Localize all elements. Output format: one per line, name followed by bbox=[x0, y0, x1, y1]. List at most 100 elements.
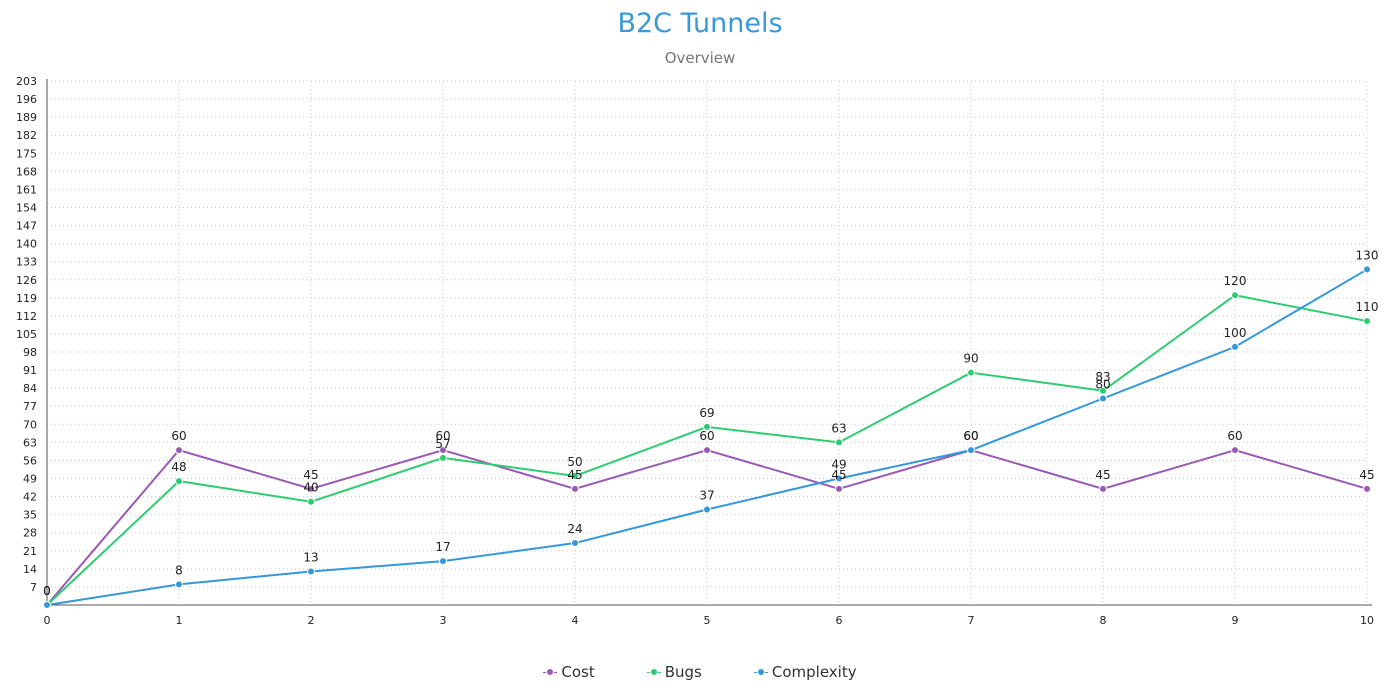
y-tick-label: 21 bbox=[23, 545, 37, 558]
data-point-bugs[interactable] bbox=[1231, 291, 1239, 300]
data-label-bugs: 48 bbox=[171, 460, 186, 474]
data-label-complexity: 49 bbox=[831, 458, 846, 472]
y-tick-label: 42 bbox=[23, 491, 37, 504]
data-point-bugs[interactable] bbox=[307, 497, 315, 506]
x-tick-label: 9 bbox=[1232, 614, 1239, 627]
data-point-cost[interactable] bbox=[1363, 484, 1371, 493]
data-point-cost[interactable] bbox=[307, 484, 315, 493]
legend-item-cost[interactable]: Cost bbox=[543, 663, 595, 681]
data-label-complexity: 0 bbox=[43, 584, 51, 598]
data-label-bugs: 0 bbox=[43, 584, 51, 598]
y-tick-label: 28 bbox=[23, 527, 37, 540]
data-point-cost[interactable] bbox=[175, 446, 183, 455]
y-tick-label: 203 bbox=[16, 75, 37, 88]
data-point-bugs[interactable] bbox=[835, 438, 843, 447]
data-point-complexity[interactable] bbox=[1363, 265, 1371, 274]
y-tick-label: 84 bbox=[23, 382, 37, 395]
data-label-cost: 60 bbox=[435, 429, 450, 443]
data-label-bugs: 120 bbox=[1224, 274, 1247, 288]
legend-item-complexity[interactable]: Complexity bbox=[753, 663, 857, 681]
data-label-cost: 60 bbox=[1227, 429, 1242, 443]
y-tick-label: 168 bbox=[16, 165, 37, 178]
chart-subtitle: Overview bbox=[664, 49, 736, 67]
data-point-bugs[interactable] bbox=[967, 368, 975, 377]
y-tick-label: 35 bbox=[23, 509, 37, 522]
x-tick-label: 8 bbox=[1100, 614, 1107, 627]
y-tick-label: 14 bbox=[23, 563, 37, 576]
chart-legend: Cost Bugs Complexity bbox=[0, 663, 1400, 681]
data-point-cost[interactable] bbox=[1231, 446, 1239, 455]
data-label-cost: 45 bbox=[567, 468, 582, 482]
data-label-complexity: 37 bbox=[699, 488, 714, 502]
data-point-complexity[interactable] bbox=[175, 580, 183, 589]
x-tick-label: 7 bbox=[968, 614, 975, 627]
data-label-cost: 45 bbox=[303, 468, 318, 482]
y-tick-label: 98 bbox=[23, 346, 37, 359]
data-label-bugs: 83 bbox=[1095, 370, 1110, 384]
data-label-bugs: 63 bbox=[831, 421, 846, 435]
y-tick-label: 196 bbox=[16, 93, 37, 106]
data-label-bugs: 40 bbox=[303, 481, 318, 495]
y-tick-label: 161 bbox=[16, 183, 37, 196]
data-point-bugs[interactable] bbox=[703, 422, 711, 431]
data-label-complexity: 130 bbox=[1356, 248, 1379, 262]
legend-label: Cost bbox=[561, 663, 595, 681]
y-tick-label: 77 bbox=[23, 400, 37, 413]
y-tick-label: 56 bbox=[23, 454, 37, 467]
chart-title: B2C Tunnels bbox=[617, 8, 783, 39]
legend-label: Bugs bbox=[664, 663, 702, 681]
y-tick-label: 182 bbox=[16, 129, 37, 142]
data-point-bugs[interactable] bbox=[175, 477, 183, 486]
data-point-bugs[interactable] bbox=[1363, 317, 1371, 326]
data-point-complexity[interactable] bbox=[439, 557, 447, 566]
data-label-complexity: 13 bbox=[303, 550, 318, 564]
y-tick-label: 7 bbox=[30, 581, 37, 594]
data-point-bugs[interactable] bbox=[1099, 386, 1107, 395]
data-point-cost[interactable] bbox=[439, 446, 447, 455]
data-point-complexity[interactable] bbox=[571, 539, 579, 548]
data-label-bugs: 90 bbox=[963, 352, 978, 366]
y-tick-label: 126 bbox=[16, 274, 37, 287]
legend-item-bugs[interactable]: Bugs bbox=[646, 663, 702, 681]
y-tick-label: 91 bbox=[23, 364, 37, 377]
data-point-cost[interactable] bbox=[835, 484, 843, 493]
x-tick-label: 0 bbox=[44, 614, 51, 627]
data-label-cost: 60 bbox=[171, 429, 186, 443]
data-label-complexity: 24 bbox=[567, 522, 582, 536]
y-tick-label: 189 bbox=[16, 111, 37, 124]
y-tick-label: 119 bbox=[16, 292, 37, 305]
data-label-bugs: 50 bbox=[567, 455, 582, 469]
data-point-complexity[interactable] bbox=[307, 567, 315, 576]
legend-label: Complexity bbox=[771, 663, 857, 681]
y-tick-label: 154 bbox=[16, 201, 37, 214]
data-point-complexity[interactable] bbox=[1099, 394, 1107, 403]
y-tick-label: 112 bbox=[16, 310, 37, 323]
data-label-cost: 0 bbox=[43, 584, 51, 598]
data-point-complexity[interactable] bbox=[835, 474, 843, 483]
x-tick-label: 5 bbox=[704, 614, 711, 627]
data-label-cost: 60 bbox=[699, 429, 714, 443]
data-point-complexity[interactable] bbox=[43, 601, 51, 609]
data-point-bugs[interactable] bbox=[571, 471, 579, 480]
data-point-bugs[interactable] bbox=[439, 453, 447, 462]
data-label-complexity: 80 bbox=[1095, 377, 1110, 391]
data-point-cost[interactable] bbox=[703, 446, 711, 455]
y-tick-label: 147 bbox=[16, 220, 37, 233]
data-point-complexity[interactable] bbox=[1231, 342, 1239, 351]
data-label-cost: 45 bbox=[1359, 468, 1374, 482]
legend-marker-icon bbox=[753, 667, 768, 677]
data-label-bugs: 110 bbox=[1356, 300, 1379, 314]
data-point-cost[interactable] bbox=[571, 484, 579, 493]
data-label-cost: 45 bbox=[1095, 468, 1110, 482]
data-point-complexity[interactable] bbox=[967, 446, 975, 455]
data-label-bugs: 57 bbox=[435, 437, 450, 451]
data-label-complexity: 100 bbox=[1224, 326, 1247, 340]
x-tick-label: 6 bbox=[836, 614, 843, 627]
x-tick-label: 4 bbox=[572, 614, 579, 627]
y-tick-label: 105 bbox=[16, 328, 37, 341]
data-point-cost[interactable] bbox=[1099, 484, 1107, 493]
data-point-complexity[interactable] bbox=[703, 505, 711, 514]
y-tick-label: 140 bbox=[16, 238, 37, 251]
data-label-bugs: 69 bbox=[699, 406, 714, 420]
